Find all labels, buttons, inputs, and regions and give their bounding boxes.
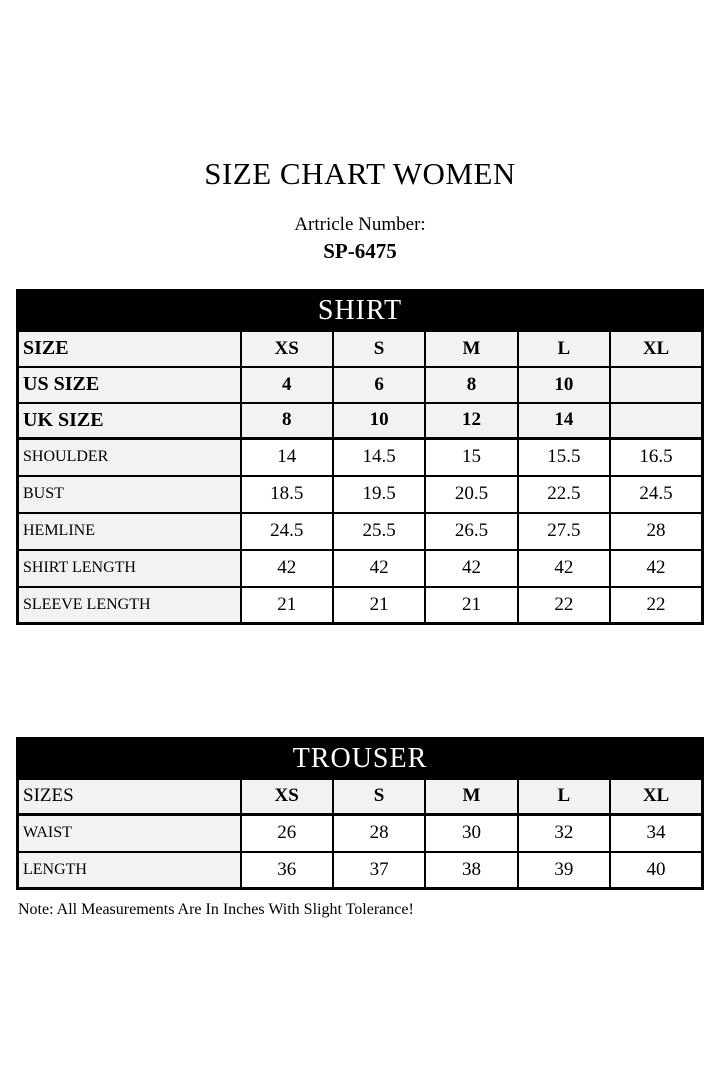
cell-value: 19.5 — [331, 474, 427, 514]
cell-value: 21 — [331, 585, 427, 625]
table-row: US SIZE 4 6 8 10 — [16, 365, 704, 404]
cell-value: 18.5 — [239, 474, 334, 514]
cell-value: 42 — [331, 548, 427, 588]
cell-value: 28 — [331, 813, 427, 853]
cell-value: 42 — [424, 548, 519, 588]
row-label: SHOULDER — [16, 437, 242, 477]
article-number-label: Artricle Number: — [294, 214, 426, 235]
cell-value: L — [516, 777, 612, 816]
cell-value: 39 — [516, 850, 612, 890]
cell-value: 40 — [609, 850, 704, 890]
table-row: SHIRT LENGTH 42 42 42 42 42 — [16, 548, 704, 588]
cell-value: 30 — [424, 813, 519, 853]
trouser-size-table: TROUSER SIZES XS S M L XL WAIST 26 28 30 32 34 LENGT… — [16, 737, 704, 890]
cell-value: 21 — [239, 585, 334, 625]
trouser-table-title: TROUSER — [17, 738, 703, 779]
cell-value: 4 — [239, 365, 334, 404]
cell-value: 10 — [516, 365, 612, 404]
table-row: LENGTH 36 37 38 39 40 — [16, 850, 704, 890]
cell-value: M — [424, 329, 519, 368]
cell-value: 8 — [424, 365, 519, 404]
cell-value: 20.5 — [424, 474, 519, 514]
cell-value: 10 — [331, 401, 427, 440]
row-label: SLEEVE LENGTH — [16, 585, 242, 625]
cell-value: XL — [609, 329, 704, 368]
row-label: LENGTH — [16, 850, 242, 890]
cell-value: 14 — [516, 401, 612, 440]
cell-value: XL — [609, 777, 704, 816]
cell-value: 34 — [609, 813, 704, 853]
table-row: SIZE XS S M L XL — [16, 329, 704, 368]
cell-value: 27.5 — [516, 511, 612, 551]
cell-value: 25.5 — [331, 511, 427, 551]
table-row: BUST 18.5 19.5 20.5 22.5 24.5 — [16, 474, 704, 514]
table-row: SHOULDER 14 14.5 15 15.5 16.5 — [16, 437, 704, 477]
cell-value: 26 — [239, 813, 334, 853]
table-row: WAIST 26 28 30 32 34 — [16, 813, 704, 853]
cell-value: 42 — [609, 548, 704, 588]
row-label: UK SIZE — [16, 401, 242, 440]
cell-value — [609, 401, 704, 440]
cell-value: 22 — [516, 585, 612, 625]
table-header-row: SHIRT — [17, 290, 703, 331]
cell-value: 22.5 — [516, 474, 612, 514]
cell-value: 6 — [331, 365, 427, 404]
cell-value: 14.5 — [331, 437, 427, 477]
cell-value: S — [331, 777, 427, 816]
cell-value: 42 — [239, 548, 334, 588]
row-label: BUST — [16, 474, 242, 514]
row-label: SHIRT LENGTH — [16, 548, 242, 588]
cell-value: M — [424, 777, 519, 816]
cell-value: 24.5 — [239, 511, 334, 551]
cell-value: 28 — [609, 511, 704, 551]
cell-value: XS — [239, 329, 334, 368]
cell-value: 22 — [609, 585, 704, 625]
cell-value: 38 — [424, 850, 519, 890]
measurement-note: Note: All Measurements Are In Inches Wit… — [18, 901, 414, 918]
cell-value: 24.5 — [609, 474, 704, 514]
cell-value: S — [331, 329, 427, 368]
shirt-size-table: SHIRT SIZE XS S M L XL US SIZE 4 6 8 10 UK SIZE 8 10 1… — [16, 289, 704, 625]
cell-value: 32 — [516, 813, 612, 853]
cell-value: 12 — [424, 401, 519, 440]
cell-value: 42 — [516, 548, 612, 588]
table-row: SIZES XS S M L XL — [16, 777, 704, 816]
page-title: SIZE CHART WOMEN — [204, 156, 516, 191]
cell-value: 8 — [239, 401, 334, 440]
cell-value: 21 — [424, 585, 519, 625]
shirt-table-title: SHIRT — [17, 290, 703, 331]
cell-value: 14 — [239, 437, 334, 477]
cell-value: 15 — [424, 437, 519, 477]
table-row: HEMLINE 24.5 25.5 26.5 27.5 28 — [16, 511, 704, 551]
cell-value: XS — [239, 777, 334, 816]
cell-value: L — [516, 329, 612, 368]
row-label: SIZE — [16, 329, 242, 368]
row-label: SIZES — [16, 777, 242, 816]
cell-value: 15.5 — [516, 437, 612, 477]
cell-value: 37 — [331, 850, 427, 890]
cell-value — [609, 365, 704, 404]
cell-value: 16.5 — [609, 437, 704, 477]
table-header-row: TROUSER — [17, 738, 703, 779]
row-label: WAIST — [16, 813, 242, 853]
article-number-value: SP-6475 — [323, 239, 397, 263]
row-label: US SIZE — [16, 365, 242, 404]
row-label: HEMLINE — [16, 511, 242, 551]
table-row: SLEEVE LENGTH 21 21 21 22 22 — [16, 585, 704, 625]
cell-value: 26.5 — [424, 511, 519, 551]
table-row: UK SIZE 8 10 12 14 — [16, 401, 704, 440]
cell-value: 36 — [239, 850, 334, 890]
